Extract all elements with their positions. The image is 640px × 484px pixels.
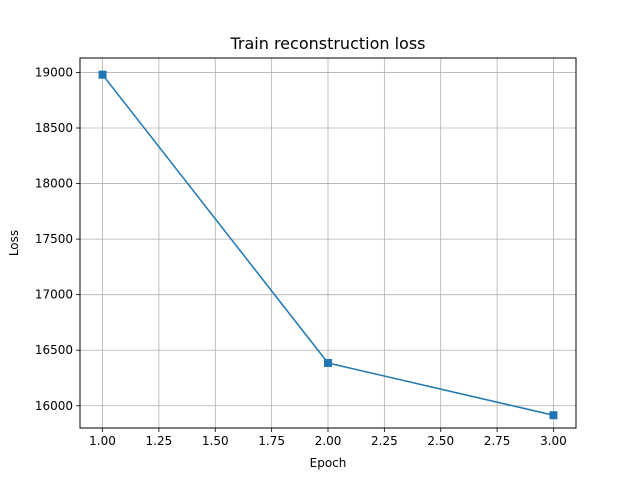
x-tick-label: 1.00	[89, 434, 116, 448]
y-tick-label: 18000	[35, 177, 73, 191]
series-layer	[98, 70, 558, 420]
y-tick-label: 16500	[35, 343, 73, 357]
x-tick-label: 3.00	[540, 434, 567, 448]
chart-title: Train reconstruction loss	[229, 34, 425, 53]
x-tick-label: 2.00	[315, 434, 342, 448]
y-tick-label: 16000	[35, 399, 73, 413]
x-tick-label: 2.25	[371, 434, 398, 448]
data-point-marker	[324, 359, 332, 367]
x-tick-label: 1.25	[146, 434, 173, 448]
y-tick-label: 17500	[35, 232, 73, 246]
y-axis-label: Loss	[7, 230, 21, 256]
y-tick-label: 17000	[35, 288, 73, 302]
x-axis-label: Epoch	[310, 456, 347, 470]
x-tick-label: 1.75	[258, 434, 285, 448]
data-point-marker	[98, 70, 107, 79]
x-axis-ticks: 1.00 1.25 1.50 1.75 2.00 2.25 2.50 2.75 3.00	[89, 428, 567, 448]
y-tick-label: 18500	[35, 121, 73, 135]
x-tick-label: 2.50	[427, 434, 454, 448]
data-point-marker	[549, 411, 558, 420]
y-axis-ticks: 16000 16500 17000 17500 18000 18500 19000	[35, 65, 80, 413]
x-tick-label: 1.50	[202, 434, 229, 448]
grid-lines	[80, 58, 576, 428]
y-tick-label: 19000	[35, 65, 73, 79]
x-tick-label: 2.75	[484, 434, 511, 448]
